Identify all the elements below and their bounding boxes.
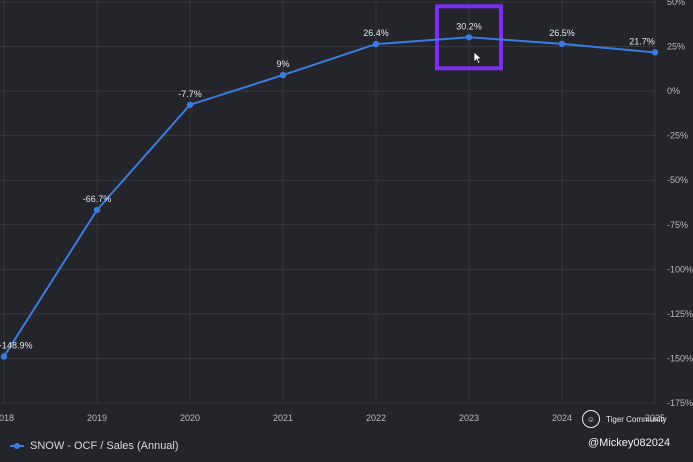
legend-line-marker-icon bbox=[10, 441, 24, 451]
data-point bbox=[93, 206, 101, 214]
data-point bbox=[279, 71, 287, 79]
y-tick-label: -100% bbox=[667, 264, 693, 274]
watermark-brand: Tiger Community bbox=[606, 414, 667, 424]
highlight-box bbox=[435, 4, 503, 71]
grid bbox=[0, 0, 657, 404]
data-label: 26.5% bbox=[549, 28, 575, 38]
y-tick-label: -175% bbox=[667, 398, 693, 408]
x-tick-label: 2025 bbox=[645, 413, 665, 423]
watermark-handle: @Mickey082024 bbox=[588, 437, 671, 449]
y-tick-label: 25% bbox=[667, 42, 685, 52]
data-point bbox=[186, 101, 194, 109]
y-tick-label: 50% bbox=[667, 0, 685, 7]
data-point bbox=[0, 353, 8, 360]
watermark: ☺ Tiger Community bbox=[582, 410, 667, 428]
y-tick-label: -75% bbox=[667, 220, 688, 230]
highlight-box-layer bbox=[435, 4, 503, 71]
mouse-cursor-icon bbox=[473, 51, 483, 65]
legend-label: SNOW - OCF / Sales (Annual) bbox=[30, 440, 179, 452]
data-label: -7.7% bbox=[178, 89, 202, 99]
x-tick-label: 2024 bbox=[552, 413, 572, 423]
data-label: -148.9% bbox=[0, 340, 33, 350]
y-tick-label: -50% bbox=[667, 175, 688, 185]
x-tick-label: 2019 bbox=[87, 413, 107, 423]
data-label: -66.7% bbox=[83, 194, 112, 204]
x-tick-label: 2020 bbox=[180, 413, 200, 423]
y-tick-label: -25% bbox=[667, 131, 688, 141]
x-tick-label: 2018 bbox=[0, 413, 14, 423]
x-tick-label: 2021 bbox=[273, 413, 293, 423]
data-label: 21.7% bbox=[629, 36, 655, 46]
x-tick-label: 2023 bbox=[459, 413, 479, 423]
data-point bbox=[558, 40, 566, 48]
x-axis-ticks: 2018 2019 2020 2021 2022 2023 2024 2025 bbox=[0, 413, 665, 423]
data-label: 26.4% bbox=[363, 28, 389, 38]
data-label: 30.2% bbox=[456, 21, 482, 31]
y-tick-label: -150% bbox=[667, 353, 693, 363]
tiger-logo-icon: ☺ bbox=[582, 410, 600, 428]
cursor-layer bbox=[473, 51, 483, 65]
data-point bbox=[651, 49, 659, 56]
series-line bbox=[3, 36, 656, 358]
data-label-layer: -148.9% -66.7% -7.7% 9% 26.4% 30.2% 26.5% 21.7% bbox=[0, 21, 655, 350]
series-layer bbox=[0, 34, 659, 360]
data-label: 9% bbox=[276, 59, 289, 69]
y-tick-label: -125% bbox=[667, 309, 693, 319]
y-tick-label: 0% bbox=[667, 86, 680, 96]
data-point bbox=[465, 34, 473, 41]
x-tick-label: 2022 bbox=[366, 413, 386, 423]
legend[interactable]: SNOW - OCF / Sales (Annual) bbox=[10, 440, 179, 452]
data-point bbox=[372, 40, 380, 48]
y-axis-ticks: 50% 25% 0% -25% -50% -75% -100% -125% -150% -175% bbox=[667, 0, 693, 408]
